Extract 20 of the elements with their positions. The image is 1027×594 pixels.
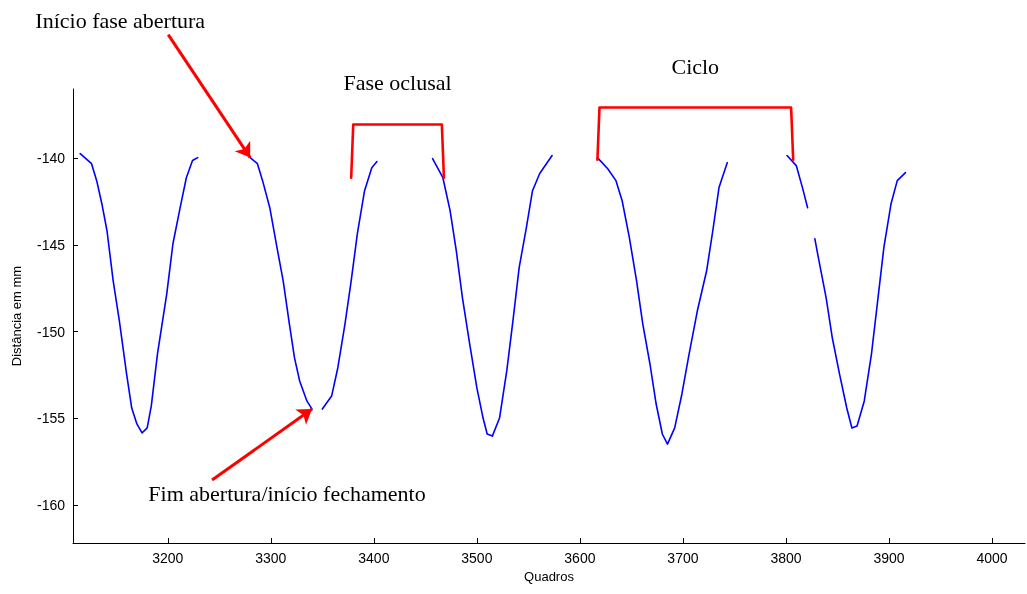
x-tick-label: 3900 <box>873 550 905 566</box>
annotation: Fim abertura/início fechamento <box>148 480 426 506</box>
x-tick-label: 3500 <box>461 550 493 566</box>
x-tick-label: 3600 <box>564 550 596 566</box>
y-tick-label: -155 <box>36 410 66 427</box>
x-tick-label: 4000 <box>976 550 1008 566</box>
annotation: Início fase abertura <box>35 8 206 34</box>
x-tick-label: 3400 <box>358 550 390 566</box>
y-tick-label: -150 <box>36 323 66 340</box>
y-axis-title: Distância em mm <box>9 265 24 367</box>
annotation: Ciclo <box>671 53 720 79</box>
x-tick-label: 3300 <box>255 550 287 566</box>
x-tick-label: 3200 <box>152 550 184 566</box>
y-tick-label: -145 <box>36 236 66 253</box>
x-axis-title: Quadros <box>524 568 575 584</box>
x-tick-label: 3700 <box>667 550 699 566</box>
y-tick-label: -140 <box>36 150 66 167</box>
x-tick-label: 3800 <box>770 550 802 566</box>
y-tick-label: -160 <box>36 496 66 513</box>
annotation: Fase oclusal <box>343 69 452 95</box>
